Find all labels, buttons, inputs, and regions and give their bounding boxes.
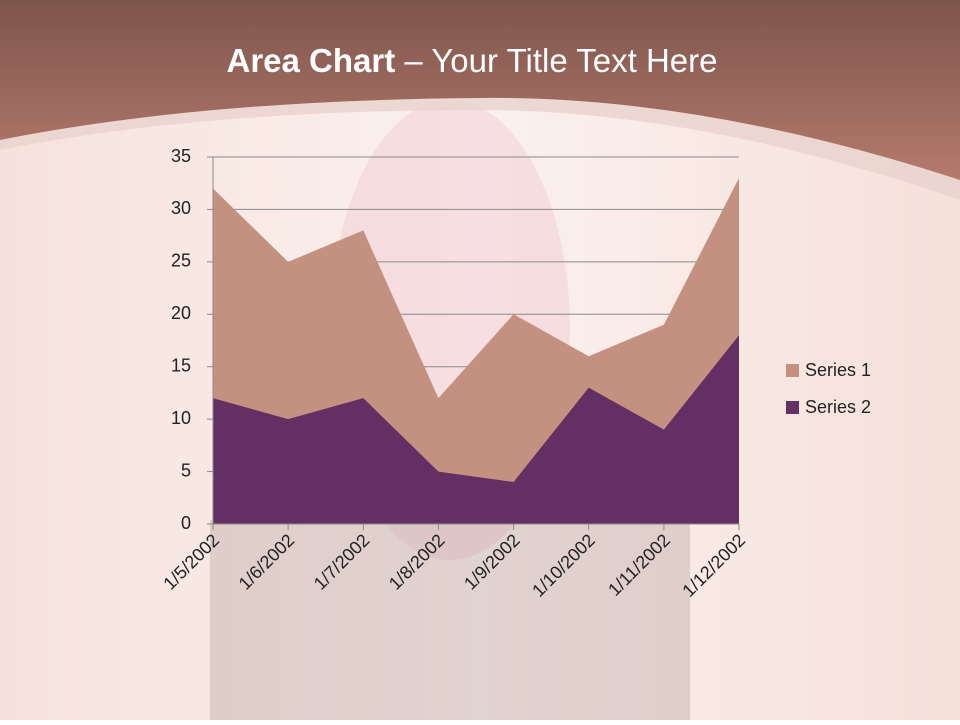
photo-figure (210, 520, 690, 720)
y-tick-label: 25 (171, 251, 191, 271)
legend-swatch (786, 401, 799, 414)
area (213, 335, 739, 524)
title-bold: Area Chart (227, 42, 396, 79)
title-rest: – Your Title Text Here (395, 42, 717, 79)
y-tick-label: 30 (171, 198, 191, 218)
slide-title: Area Chart – Your Title Text Here (227, 42, 718, 79)
y-tick-label: 20 (171, 303, 191, 323)
y-tick-label: 15 (171, 355, 191, 375)
y-tick-label: 35 (171, 146, 191, 166)
header-band (0, 0, 960, 180)
legend-label: Series 2 (805, 397, 871, 417)
legend-swatch (786, 364, 799, 377)
legend-label: Series 1 (805, 360, 871, 380)
y-tick-label: 0 (181, 513, 191, 533)
y-tick-label: 5 (181, 460, 191, 480)
y-tick-label: 10 (171, 408, 191, 428)
